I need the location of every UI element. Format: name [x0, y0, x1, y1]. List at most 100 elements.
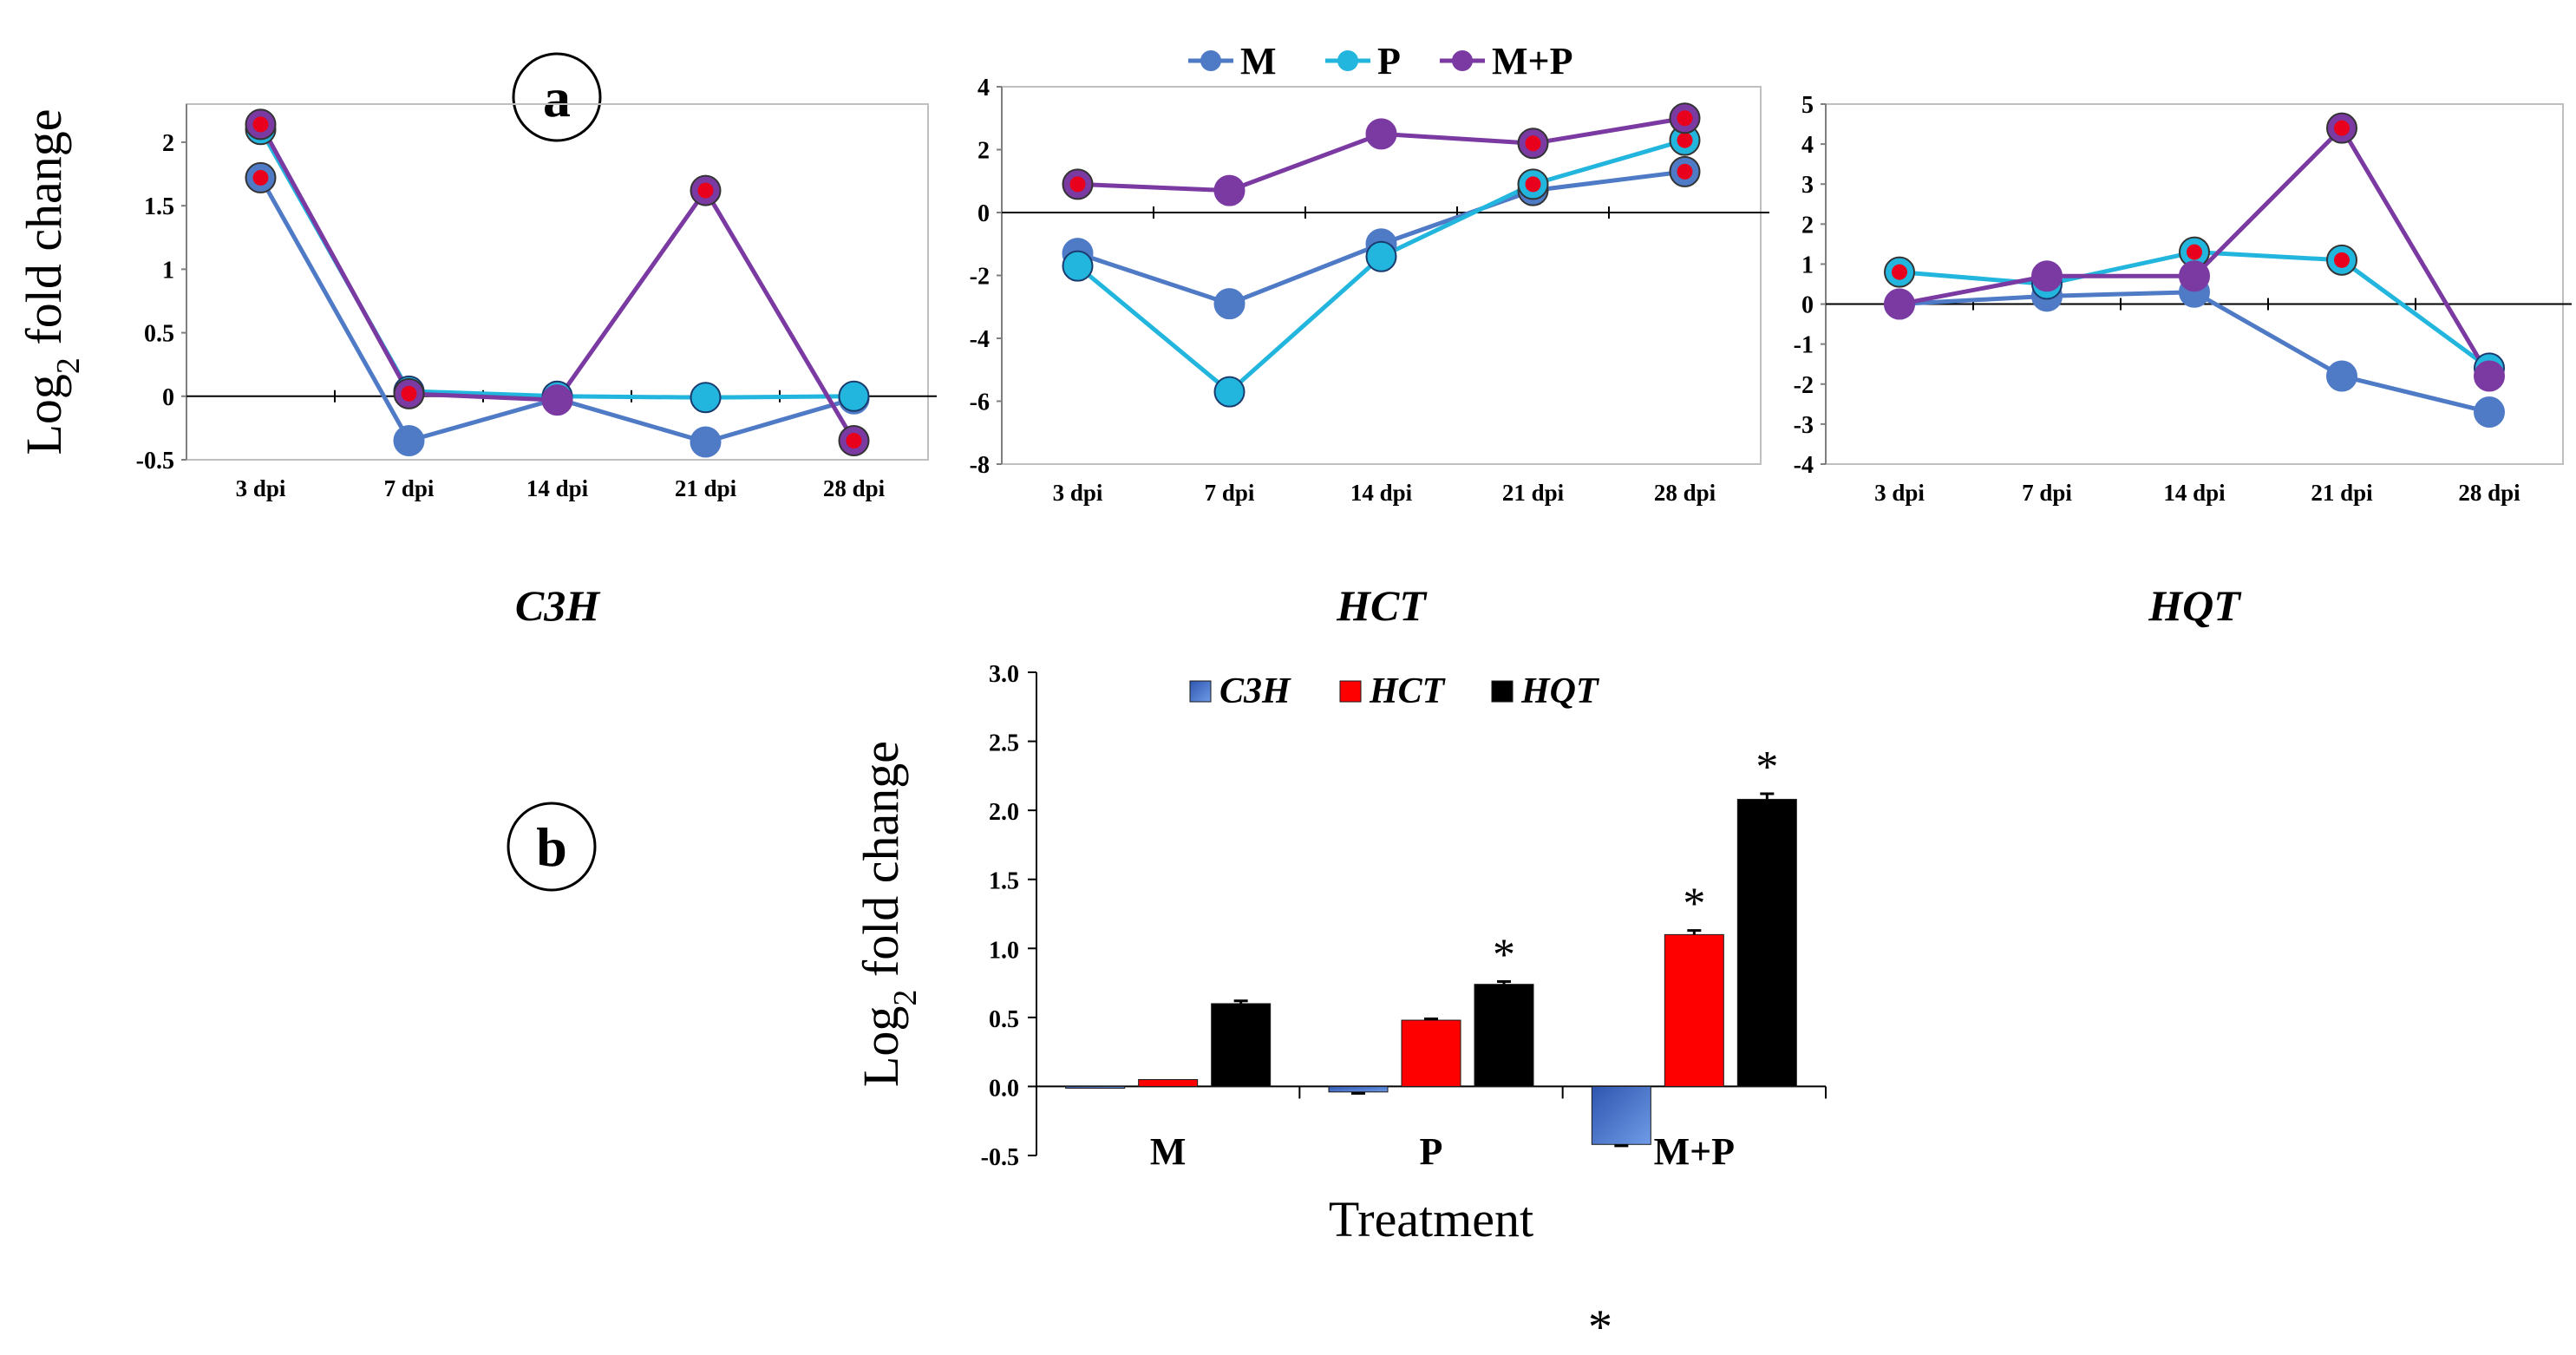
chart-c3h: -0.5 0 0.5 1 1.5 2 3 dpi 7 dpi 14 dpi 21 dpi 28 dp…	[16, 103, 937, 630]
legend-marker-M+P	[1452, 50, 1473, 71]
y-tick-label: -8	[970, 452, 990, 479]
x-tick-label: 7 dpi	[2022, 480, 2072, 506]
y-tick-label: 2	[1801, 212, 1814, 239]
y-tick-label: 1	[162, 257, 174, 284]
chart-title: HQT	[2148, 581, 2242, 630]
y-tick-label: -6	[970, 389, 990, 416]
bar-C3H-M+P	[1591, 1085, 1651, 1145]
point-M+P	[1365, 118, 1397, 150]
x-tick-label: 3 dpi	[1874, 480, 1925, 506]
y-tick-label: 0	[977, 200, 990, 227]
y-tick-label: 2	[162, 130, 174, 157]
point-significant-dot	[252, 169, 269, 186]
legend-label-M+P: M+P	[1492, 40, 1572, 82]
bar-y-tick-label: 3.0	[989, 661, 1019, 688]
bar-legend-label-HQT: HQT	[1520, 671, 1600, 711]
x-tick-label: 28 dpi	[2458, 480, 2520, 506]
y-tick-label: 0.5	[144, 321, 174, 348]
panel-a-label: a	[512, 52, 602, 142]
point-M+P	[1884, 288, 1915, 320]
bar-y-tick-label: 0.5	[989, 1006, 1019, 1033]
y-tick-label: -3	[1794, 412, 1814, 439]
bar-legend-swatch-C3H	[1189, 680, 1212, 703]
point-P	[838, 380, 870, 412]
x-tick-label: 21 dpi	[675, 475, 737, 501]
bar-category-label: M+P	[1654, 1130, 1735, 1173]
chart-title: C3H	[515, 581, 601, 630]
point-P	[1213, 376, 1246, 408]
point-M+P	[2474, 360, 2505, 392]
y-tick-label: -4	[1794, 452, 1814, 479]
significance-asterisk: *	[1755, 743, 1778, 792]
point-significant-dot	[1892, 264, 1907, 280]
x-tick-label: 21 dpi	[1502, 480, 1565, 506]
stray-asterisk: *	[1588, 1300, 1612, 1354]
y-tick-label: 2	[977, 138, 990, 165]
x-tick-label: 14 dpi	[2163, 480, 2226, 506]
bar-legend-label-HCT: HCT	[1369, 671, 1447, 711]
y-tick-label: 3	[1801, 172, 1814, 199]
bar-C3H-P	[1328, 1085, 1389, 1093]
bar-category-label: P	[1420, 1130, 1443, 1173]
y-tick-label: -1	[1794, 332, 1814, 359]
bar-legend-swatch-HQT	[1491, 680, 1514, 703]
point-significant-dot	[846, 433, 862, 449]
point-M	[690, 426, 722, 458]
bar-y-tick-label: -0.5	[981, 1144, 1019, 1171]
x-tick-label: 14 dpi	[1350, 480, 1413, 506]
point-significant-dot	[2187, 244, 2202, 260]
bar-HQT-P	[1474, 984, 1534, 1087]
y-tick-label: -2	[970, 264, 990, 291]
point-significant-dot	[2334, 252, 2350, 268]
chart-hqt: -4 -3 -2 -1 0 1 2 3 4 5 3 dpi 7 dpi 14 dpi 21 dpi 28 d…	[1794, 92, 2572, 630]
legend-label-M: M	[1240, 40, 1277, 82]
legend-panel-a: M P M+P	[1188, 40, 1572, 82]
bar-y-tick-label: 2.0	[989, 799, 1019, 826]
x-tick-label: 3 dpi	[236, 475, 286, 501]
point-M	[2474, 396, 2505, 429]
legend-label-P: P	[1377, 40, 1401, 82]
bar-y-axis-label: Log2 fold change	[853, 741, 924, 1087]
significance-asterisk: *	[1683, 880, 1705, 929]
bar-y-tick-label: 1.0	[989, 937, 1019, 964]
point-significant-dot	[1069, 176, 1086, 193]
bar-HQT-M+P	[1736, 798, 1797, 1087]
point-significant-dot	[1677, 132, 1693, 148]
point-significant-dot	[401, 385, 417, 402]
point-P	[690, 382, 722, 414]
significance-asterisk: *	[1493, 930, 1515, 979]
panel-b-label: b	[507, 802, 597, 892]
point-P	[1365, 240, 1397, 272]
x-tick-label: 28 dpi	[823, 475, 886, 501]
y-tick-label: 1.5	[144, 193, 174, 220]
chart-bar-treatment: -0.5 0.0 0.5 1.0 1.5 2.0 2.5 3.0 M * P * * M+P C3H HCT H…	[853, 661, 1827, 1247]
point-M	[2326, 360, 2357, 392]
point-significant-dot	[2334, 120, 2350, 136]
y-tick-label: 4	[1801, 132, 1814, 159]
x-tick-label: 7 dpi	[1205, 480, 1255, 506]
bar-category-label: M	[1150, 1130, 1187, 1173]
bar-legend-swatch-HCT	[1339, 680, 1362, 703]
bar-C3H-M	[1065, 1085, 1126, 1089]
x-tick-label: 28 dpi	[1654, 480, 1716, 506]
y-tick-label: 5	[1801, 92, 1814, 119]
point-P	[1062, 250, 1094, 282]
point-M+P	[1213, 174, 1246, 206]
point-M+P	[2179, 260, 2210, 292]
point-significant-dot	[252, 116, 269, 133]
bar-y-tick-label: 1.5	[989, 868, 1019, 895]
panel-b-circle	[507, 802, 597, 892]
y-tick-label: -4	[970, 326, 990, 353]
x-tick-label: 14 dpi	[526, 475, 589, 501]
y-tick-label: -2	[1794, 372, 1814, 399]
panel-b-letter: b	[536, 816, 567, 878]
point-M	[1213, 288, 1246, 320]
point-M	[393, 425, 425, 457]
y-tick-label: 1	[1801, 252, 1814, 278]
point-significant-dot	[1677, 163, 1693, 180]
x-tick-label: 21 dpi	[2311, 480, 2373, 506]
bar-HCT-M+P	[1664, 933, 1724, 1087]
point-significant-dot	[1525, 176, 1541, 193]
